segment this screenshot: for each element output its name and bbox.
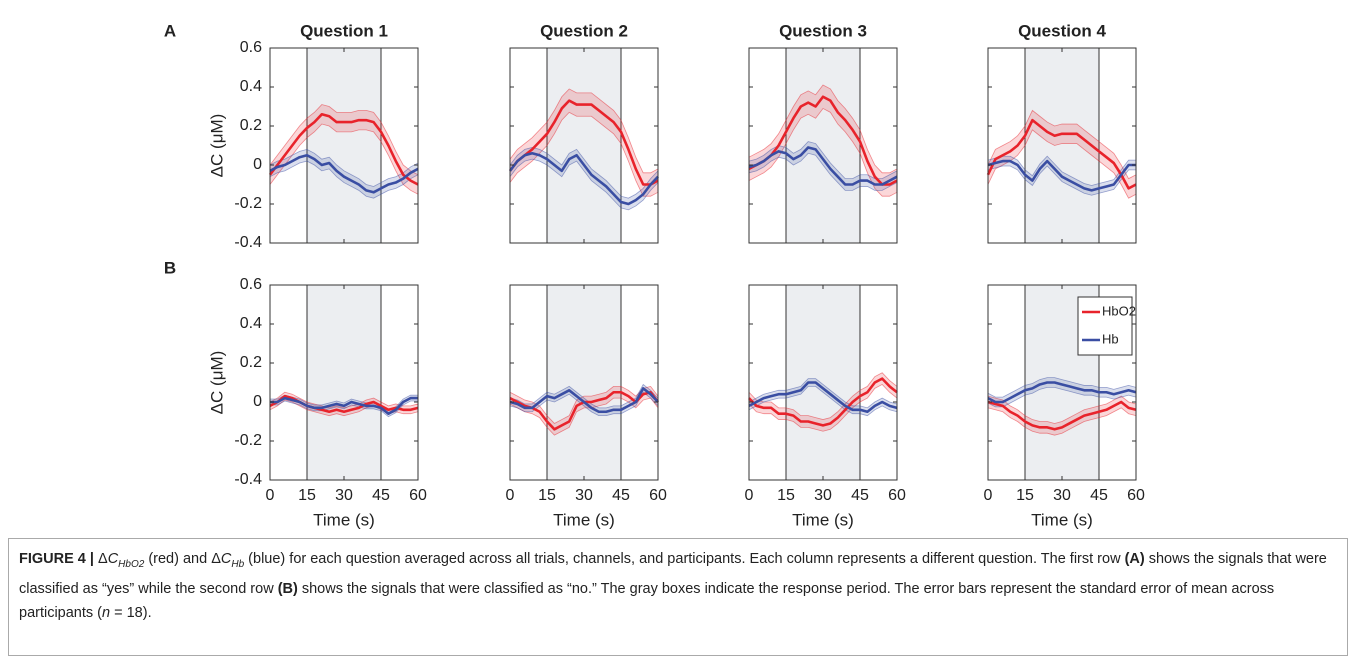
caption-bold: (A) bbox=[1124, 551, 1145, 567]
figure: -0.4 -0.2 0 0.2 0.4 0.6 Question 1 ΔC (μM) Quest… bbox=[164, 21, 1145, 529]
caption-text: shows the signals that were classified a… bbox=[19, 551, 1327, 597]
series-line bbox=[269, 153, 419, 194]
caption-label: FIGURE 4 | bbox=[19, 551, 94, 567]
row-label: B bbox=[164, 258, 176, 277]
row-label: A bbox=[164, 21, 176, 40]
caption-text: (blue) for each question averaged across… bbox=[244, 551, 1125, 567]
y-tick-label: -0.4 bbox=[234, 234, 262, 251]
y-tick-label: -0.2 bbox=[234, 195, 262, 212]
x-tick-label: 0 bbox=[266, 487, 275, 504]
x-tick-label: 0 bbox=[506, 487, 515, 504]
legend-label: HbO2 bbox=[1102, 303, 1136, 318]
x-axis-label: Time (s) bbox=[553, 510, 615, 529]
series-line bbox=[268, 113, 419, 186]
x-axis-label: Time (s) bbox=[792, 510, 854, 529]
response-period bbox=[785, 47, 861, 244]
response-period bbox=[1024, 47, 1100, 244]
caption-text: Δ bbox=[93, 551, 108, 567]
legend-label: Hb bbox=[1102, 331, 1119, 346]
series-line bbox=[748, 95, 898, 186]
x-tick-label: 60 bbox=[409, 487, 427, 504]
legend-box bbox=[1077, 296, 1133, 356]
panel-title: Question 3 bbox=[779, 21, 867, 40]
series-line bbox=[509, 387, 659, 414]
x-tick-label: 15 bbox=[298, 487, 316, 504]
caption-bold: (B) bbox=[277, 580, 298, 597]
x-tick-label: 15 bbox=[538, 487, 556, 504]
y-tick-label: 0 bbox=[253, 393, 262, 410]
y-tick-label: -0.4 bbox=[234, 471, 262, 488]
y-tick-label: 0.4 bbox=[240, 315, 262, 332]
x-tick-label: 30 bbox=[575, 487, 593, 504]
series-line bbox=[986, 118, 1137, 190]
x-tick-label: 30 bbox=[1053, 487, 1071, 504]
caption-text: C bbox=[220, 551, 232, 567]
x-tick-label: 60 bbox=[649, 487, 667, 504]
x-tick-label: 45 bbox=[1090, 487, 1108, 504]
x-tick-label: 30 bbox=[335, 487, 353, 504]
series-line bbox=[748, 377, 898, 427]
x-tick-label: 60 bbox=[1127, 487, 1145, 504]
series-line bbox=[987, 400, 1137, 431]
series-line bbox=[987, 159, 1136, 192]
response-period bbox=[546, 284, 622, 481]
y-axis-label: ΔC (μM) bbox=[207, 114, 226, 178]
caption: FIGURE 4 | ΔCHbO2 (red) and ΔCHb (blue) … bbox=[8, 538, 1348, 656]
x-tick-label: 0 bbox=[984, 487, 993, 504]
y-tick-label: -0.2 bbox=[234, 432, 262, 449]
caption-text: (red) and Δ bbox=[144, 551, 221, 567]
response-period bbox=[306, 284, 382, 481]
x-axis-label: Time (s) bbox=[313, 510, 375, 529]
series-line bbox=[270, 396, 418, 415]
x-tick-label: 45 bbox=[372, 487, 390, 504]
caption-text: shows the signals that were classified a… bbox=[19, 580, 1275, 621]
caption-text: n bbox=[102, 604, 111, 621]
panel-title: Question 2 bbox=[540, 21, 628, 40]
x-tick-label: 15 bbox=[777, 487, 795, 504]
x-axis-label: Time (s) bbox=[1031, 510, 1093, 529]
caption-text: = 18). bbox=[110, 604, 152, 621]
panel-title: Question 1 bbox=[300, 21, 388, 40]
x-tick-label: 45 bbox=[612, 487, 630, 504]
y-tick-label: 0.2 bbox=[240, 354, 262, 371]
x-tick-label: 60 bbox=[888, 487, 906, 504]
x-tick-label: 15 bbox=[1016, 487, 1034, 504]
caption-text: C bbox=[107, 551, 119, 567]
series-line bbox=[987, 381, 1137, 404]
y-tick-label: 0 bbox=[253, 156, 262, 173]
y-tick-label: 0.6 bbox=[240, 276, 262, 293]
y-tick-label: 0.2 bbox=[240, 117, 262, 134]
series-line bbox=[748, 381, 898, 414]
y-tick-label: 0.4 bbox=[240, 78, 262, 95]
response-period bbox=[546, 47, 622, 244]
x-tick-label: 45 bbox=[851, 487, 869, 504]
caption-sub: HbO2 bbox=[118, 558, 145, 570]
series-line bbox=[508, 152, 659, 206]
response-period bbox=[785, 284, 861, 481]
series-line bbox=[508, 99, 659, 186]
x-tick-label: 0 bbox=[745, 487, 754, 504]
response-period bbox=[306, 47, 382, 244]
x-tick-label: 30 bbox=[814, 487, 832, 504]
series-line bbox=[748, 146, 898, 186]
y-axis-label: ΔC (μM) bbox=[207, 351, 226, 415]
caption-sub: Hb bbox=[231, 558, 245, 570]
panel-title: Question 4 bbox=[1018, 21, 1106, 40]
y-tick-label: 0.6 bbox=[240, 39, 262, 56]
